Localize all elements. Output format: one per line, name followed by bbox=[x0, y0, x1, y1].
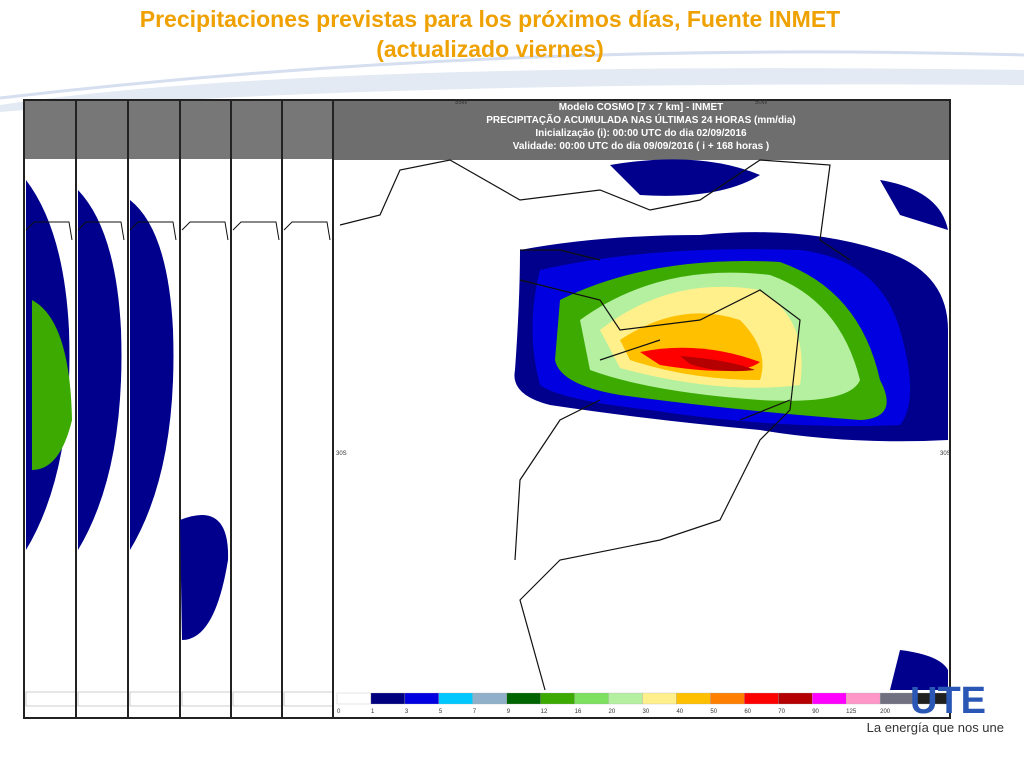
scale-swatch bbox=[404, 692, 439, 705]
back-map-precip bbox=[78, 190, 122, 550]
lon-label: 55W bbox=[455, 100, 468, 106]
scale-label: 16 bbox=[575, 709, 582, 715]
scale-label: 3 bbox=[405, 709, 409, 715]
scale-label: 125 bbox=[846, 709, 857, 715]
map-header-text: Inicialização (i): 00:00 UTC do dia 02/0… bbox=[535, 128, 747, 139]
back-map-scale bbox=[129, 691, 181, 707]
back-map-precip bbox=[180, 515, 229, 640]
map-header-text: PRECIPITAÇÃO ACUMULADA NAS ÚLTIMAS 24 HO… bbox=[486, 113, 795, 126]
scale-label: 30 bbox=[643, 709, 650, 715]
scale-swatch bbox=[812, 692, 847, 705]
back-map-scale bbox=[283, 691, 335, 707]
scale-swatch bbox=[472, 692, 507, 705]
back-map-border bbox=[77, 221, 125, 241]
lon-label: 50W bbox=[755, 100, 768, 106]
scale-label: 0 bbox=[337, 709, 341, 715]
back-map-precip bbox=[233, 220, 277, 550]
back-map-scale bbox=[181, 691, 233, 707]
back-map-border bbox=[129, 221, 177, 241]
scale-swatch bbox=[336, 692, 372, 705]
main-map: Modelo COSMO [7 x 7 km] - INMET PRECIPIT… bbox=[332, 99, 951, 719]
scale-label: 5 bbox=[439, 709, 443, 715]
scale-label: 12 bbox=[541, 709, 548, 715]
scale-swatch bbox=[710, 692, 745, 705]
scale-swatch bbox=[506, 692, 541, 705]
scale-swatch bbox=[438, 692, 473, 705]
lat-label: 30S bbox=[940, 451, 951, 457]
scale-swatch bbox=[642, 692, 677, 705]
borders bbox=[339, 159, 851, 691]
scale-label: 7 bbox=[473, 709, 477, 715]
color-scale: 0 1 3 5 7 9 12 16 20 30 40 50 60 70 90 125 200 bbox=[336, 692, 949, 715]
scale-swatch bbox=[744, 692, 779, 705]
scale-label: 50 bbox=[710, 709, 717, 715]
map-header-text: Modelo COSMO [7 x 7 km] - INMET bbox=[559, 102, 723, 113]
title: (actualizado viernes) bbox=[376, 36, 604, 62]
scale-label: 60 bbox=[744, 709, 751, 715]
back-map-precip bbox=[32, 300, 72, 470]
back-map-scale bbox=[25, 691, 77, 707]
back-map-border bbox=[283, 221, 331, 241]
back-map-precip bbox=[130, 200, 174, 550]
precip-field bbox=[514, 159, 948, 690]
swoosh bbox=[0, 50, 1024, 100]
back-map-border bbox=[181, 221, 229, 241]
logo: UTE bbox=[910, 680, 986, 722]
back-map-scale bbox=[77, 691, 129, 707]
swoosh bbox=[0, 68, 1024, 112]
back-map-border bbox=[25, 221, 73, 241]
scale-label: 200 bbox=[880, 709, 891, 715]
back-map-precip bbox=[182, 210, 226, 550]
scale-label: 9 bbox=[507, 709, 511, 715]
scale-label: 20 bbox=[609, 709, 616, 715]
scale-swatch bbox=[846, 692, 881, 705]
scale-swatch bbox=[370, 692, 406, 705]
scale-swatch bbox=[540, 692, 575, 705]
lat-label: 30S bbox=[336, 451, 347, 457]
scale-label: 90 bbox=[812, 709, 819, 715]
scale-swatch bbox=[879, 692, 915, 705]
scale-swatch bbox=[574, 692, 609, 705]
scale-label: 40 bbox=[676, 709, 683, 715]
scale-swatch bbox=[913, 692, 949, 705]
scale-label: 1 bbox=[371, 709, 375, 715]
map-header bbox=[334, 101, 949, 160]
back-map-scale bbox=[232, 691, 284, 707]
map-header-text: Validade: 00:00 UTC do dia 09/09/2016 ( … bbox=[513, 141, 770, 152]
scale-swatch bbox=[676, 692, 711, 705]
scale-swatch bbox=[608, 692, 643, 705]
scale-swatch bbox=[778, 692, 813, 705]
scale-label: 70 bbox=[778, 709, 785, 715]
title: Precipitaciones previstas para los próxi… bbox=[140, 6, 840, 32]
back-map-border bbox=[232, 221, 280, 241]
tagline: La energía que nos une bbox=[867, 720, 1004, 735]
back-map-precip bbox=[284, 230, 328, 550]
